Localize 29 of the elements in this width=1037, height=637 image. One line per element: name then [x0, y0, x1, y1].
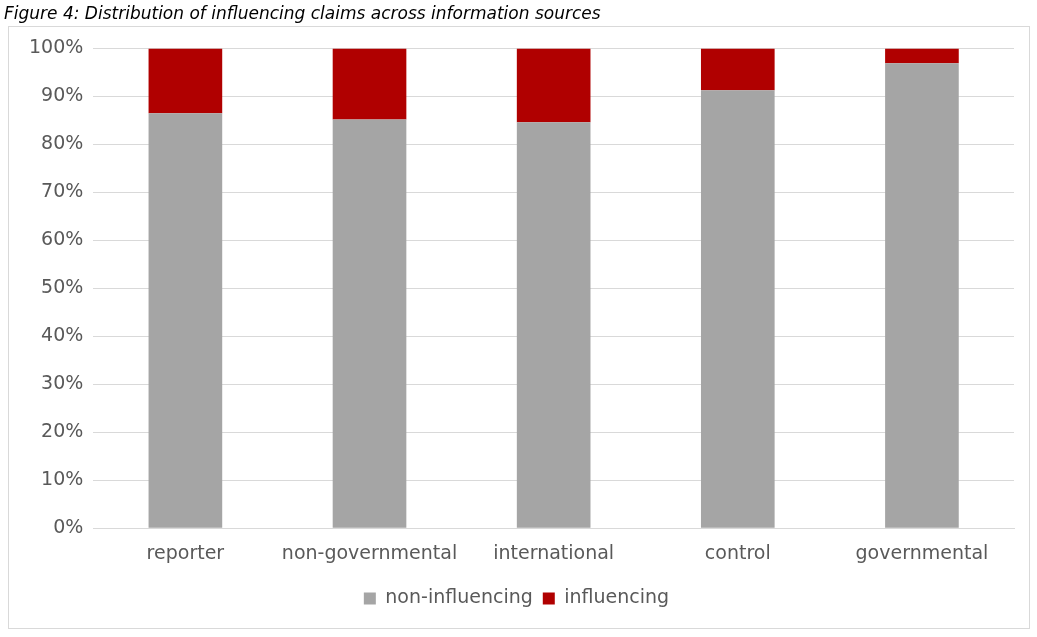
y-tick-label: 40%	[41, 323, 84, 346]
x-tick-label: international	[493, 540, 615, 563]
x-tick-label: non-governmental	[281, 540, 458, 563]
y-tick-label: 10%	[41, 467, 84, 490]
bar	[885, 63, 959, 528]
x-tick-label: reporter	[146, 540, 225, 563]
bar	[332, 119, 407, 528]
y-tick-label: 100%	[28, 35, 84, 58]
bar	[516, 48, 591, 123]
bar	[700, 90, 775, 528]
bar	[148, 48, 223, 114]
y-tick-label: 30%	[41, 371, 84, 394]
x-tick-label: control	[704, 540, 771, 563]
y-tick-label: 0%	[53, 515, 84, 538]
y-tick-label: 90%	[41, 83, 84, 106]
bar	[885, 48, 959, 64]
bar	[700, 48, 775, 91]
y-tick-label: 70%	[41, 179, 84, 202]
y-tick-label: 60%	[41, 227, 84, 250]
y-tick-label: 20%	[41, 419, 84, 442]
y-tick-label: 50%	[41, 275, 84, 298]
legend-label: influencing	[564, 585, 670, 608]
chart-title: Figure 4: Distribution of influencing claims across information sources	[3, 2, 602, 25]
bar	[516, 122, 591, 528]
bar	[148, 113, 223, 528]
bar	[332, 48, 407, 120]
legend-label: non-influencing	[385, 585, 533, 608]
x-tick-label: governmental	[855, 540, 989, 563]
y-tick-label: 80%	[41, 131, 84, 154]
